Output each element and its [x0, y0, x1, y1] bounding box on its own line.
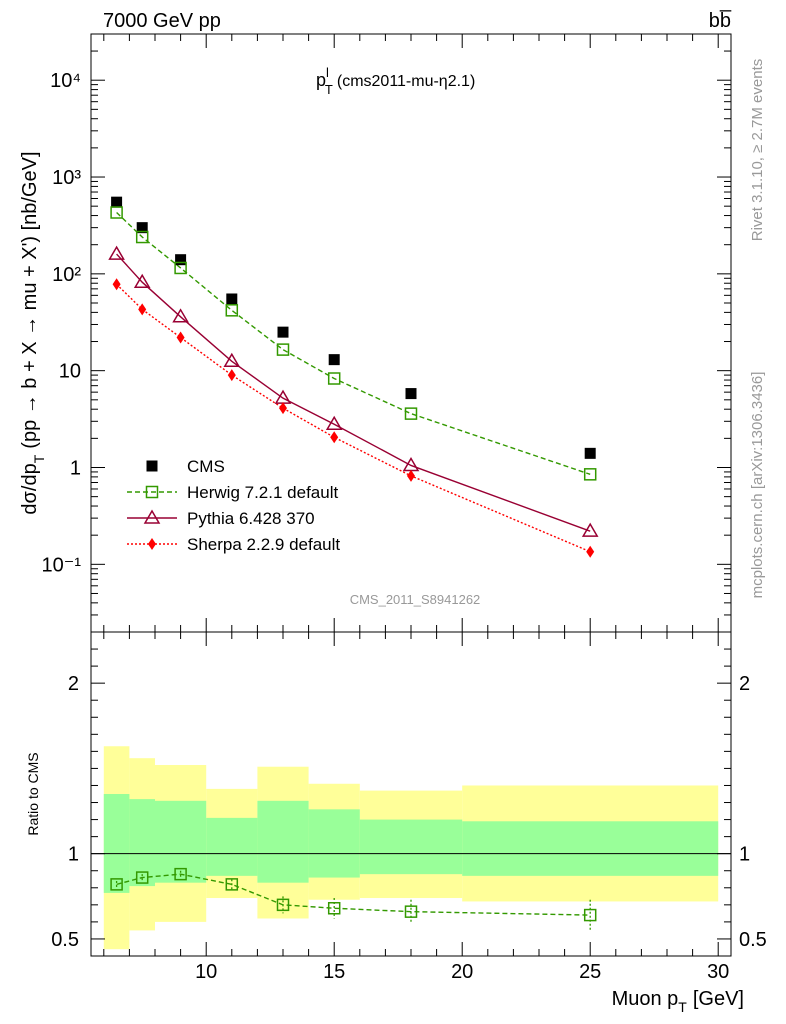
uncertainty-bands	[91, 746, 731, 950]
point-s2-5	[325, 415, 343, 430]
plot-title: pl T (cms2011-mu-η2.1)	[316, 65, 475, 97]
legend-marker-0	[146, 460, 158, 472]
band-inner-7	[462, 821, 719, 876]
band-inner-6	[359, 819, 463, 875]
point-s3-4	[279, 402, 287, 415]
point-s3-2	[176, 331, 185, 344]
main-series-lines	[116, 212, 591, 553]
ratio-axis-label: Ratio to CMS	[25, 752, 41, 835]
point-s2-2	[172, 308, 189, 323]
point-s2-3	[223, 352, 241, 368]
point-s1-3	[225, 304, 239, 317]
ytick-label: 1	[70, 457, 81, 479]
point-s0-4	[277, 326, 289, 338]
point-s2-1	[133, 273, 151, 288]
point-s0-2	[175, 254, 187, 266]
xtick-label: 20	[451, 961, 473, 983]
ratio-point-3	[225, 878, 239, 891]
legend-label-0: CMS	[187, 457, 225, 476]
point-s0-3	[226, 293, 238, 305]
ytick-label: 10²	[52, 264, 81, 286]
point-s1-7	[583, 468, 597, 481]
header-right: bb̅	[709, 9, 732, 32]
point-s0-7	[584, 447, 596, 459]
ratio-point-7	[583, 908, 597, 922]
point-s3-1	[138, 303, 147, 316]
ytick-label: 10	[59, 361, 81, 383]
ratio-point-2	[174, 867, 187, 881]
point-s3-6	[407, 469, 415, 482]
legend-marker-2	[143, 509, 161, 524]
band-inner-0	[103, 794, 130, 893]
legend-label-2: Pythia 6.428 370	[187, 509, 315, 528]
ratio-point-0	[110, 878, 123, 891]
ratio-line-0	[116, 873, 591, 916]
xtick-label: 15	[323, 961, 345, 983]
point-s3-7	[586, 545, 595, 558]
point-s2-6	[402, 456, 420, 472]
band-inner-4	[257, 800, 309, 883]
point-s1-6	[404, 407, 418, 420]
legend-label-1: Herwig 7.2.1 default	[187, 483, 338, 502]
band-inner-3	[206, 817, 258, 876]
ratio-ytick-label-right: 2	[739, 673, 750, 695]
rivet-version-label: Rivet 3.1.10, ≥ 2.7M events	[749, 59, 766, 242]
ratio-point-4	[276, 898, 290, 912]
axes-ticks: 10⁻¹ 1 10 10² 10³ 10⁴ 0.5 0.5 1 1 2 2 10 15 20 25 30	[42, 33, 767, 983]
ratio-lines	[115, 870, 591, 931]
ratio-ytick-label-right: 0.5	[739, 929, 767, 951]
point-s0-6	[405, 388, 417, 400]
ratio-ytick-label-left: 0.5	[51, 929, 79, 951]
watermark: CMS_2011_S8941262	[350, 592, 481, 607]
ratio-ytick-label-right: 1	[739, 844, 750, 866]
x-axis-label: Muon pT [GeV]	[612, 988, 744, 1015]
point-s1-2	[174, 261, 187, 275]
ratio-ytick-label-left: 1	[68, 844, 79, 866]
band-inner-2	[155, 800, 207, 883]
ratio-point-6	[404, 905, 418, 918]
ytick-label: 10⁴	[50, 70, 81, 92]
point-s1-0	[110, 206, 123, 219]
legend: CMS Herwig 7.2.1 default Pythia 6.428 370 S…	[127, 457, 340, 554]
point-s0-5	[328, 354, 340, 366]
legend-marker-1	[145, 485, 159, 499]
legend-label-3: Sherpa 2.2.9 default	[187, 535, 340, 554]
xtick-label: 25	[579, 961, 601, 983]
header-left: 7000 GeV pp	[103, 10, 221, 32]
point-s0-1	[136, 222, 148, 234]
y-axis-label: dσ/dpT(pp → b + X → mu + X') [nb/GeV]	[19, 151, 47, 514]
ytick-label: 10⁻¹	[42, 554, 82, 576]
point-s1-1	[135, 230, 149, 244]
point-s3-5	[330, 431, 339, 444]
series-line-2	[116, 253, 591, 532]
xtick-label: 30	[707, 961, 729, 983]
data-markers	[108, 196, 599, 922]
ratio-point-1	[135, 871, 149, 884]
ratio-point-5	[327, 902, 341, 915]
band-inner-1	[129, 799, 155, 887]
series-line-1	[116, 212, 591, 475]
point-s3-3	[227, 369, 236, 382]
point-s2-7	[581, 522, 599, 537]
mcplots-label: mcplots.cern.ch [arXiv:1306.3436]	[749, 372, 766, 599]
ytick-label: 10³	[52, 167, 81, 189]
point-s1-5	[327, 372, 341, 385]
point-s2-0	[108, 245, 125, 260]
point-s3-0	[112, 278, 121, 291]
xtick-label: 10	[195, 961, 217, 983]
series-line-3	[116, 283, 591, 553]
point-s1-4	[276, 343, 290, 356]
legend-marker-3	[148, 538, 156, 550]
band-inner-5	[308, 809, 360, 878]
ratio-ytick-label-left: 2	[68, 673, 79, 695]
point-s0-0	[111, 196, 123, 208]
